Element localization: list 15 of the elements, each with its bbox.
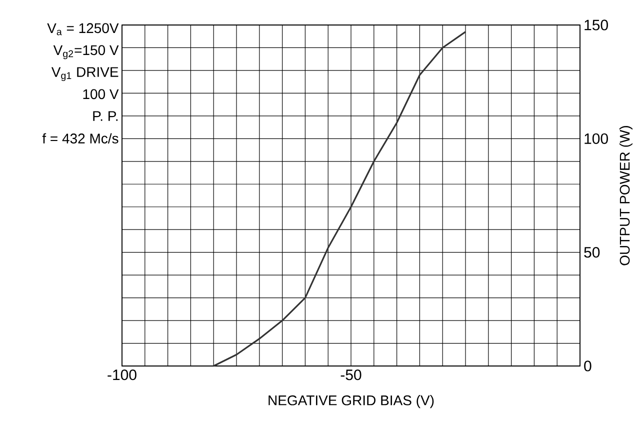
x-tick-label: -50 xyxy=(340,370,362,380)
text: P. P. xyxy=(93,111,118,121)
text: f = 432 Mc/s xyxy=(42,133,118,144)
y-tick-label: 50 xyxy=(584,247,600,258)
y-tick-label: 100 xyxy=(584,133,608,144)
x-axis-title: NEGATIVE GRID BIAS (V) xyxy=(268,395,434,408)
text: V$_{g2}$=150 V xyxy=(53,45,119,60)
text: V$_{g1}$ DRIVE xyxy=(51,67,118,82)
text: 100 V xyxy=(83,89,119,100)
x-tick-label: -100 xyxy=(108,370,136,380)
y-tick-label: 0 xyxy=(584,360,592,372)
text: V$_{a}$ = 1250V xyxy=(47,23,119,36)
y-tick-label: 150 xyxy=(584,20,608,30)
y-axis-title: OUTPUT POWER (W) xyxy=(619,126,632,266)
line-series xyxy=(212,31,466,367)
